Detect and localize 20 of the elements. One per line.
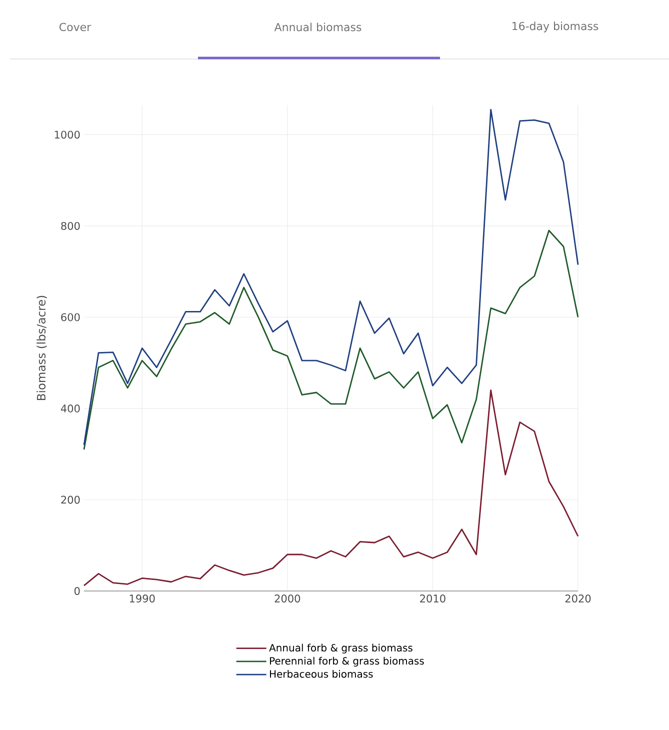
x-tick-label: 2010 — [420, 594, 446, 602]
text: Annual biomass — [274, 22, 362, 32]
line-series — [83, 230, 579, 450]
text: 16-day biomass — [512, 22, 598, 32]
y-tick-label: 400 — [60, 404, 80, 412]
text: Cover — [60, 22, 92, 32]
y-axis-title: Biomass (lbs/acre) — [36, 296, 47, 400]
y-tick-label: 1000 — [54, 130, 80, 139]
x-tick-label: 2000 — [274, 594, 300, 602]
line-series — [83, 108, 579, 446]
legend-label: Herbaceous biomass — [270, 670, 373, 678]
y-tick-label: 800 — [61, 222, 80, 230]
line-series — [83, 390, 579, 586]
legend-label: Annual forb & grass biomass — [269, 644, 412, 654]
y-tick-label: 600 — [61, 313, 80, 322]
x-tick-label: 2020 — [565, 594, 591, 602]
y-tick-label: 200 — [61, 496, 80, 504]
y-tick-label: 0 — [74, 587, 80, 595]
legend-label: Perennial forb & grass biomass — [270, 656, 424, 667]
x-tick-label: 1990 — [130, 594, 155, 602]
